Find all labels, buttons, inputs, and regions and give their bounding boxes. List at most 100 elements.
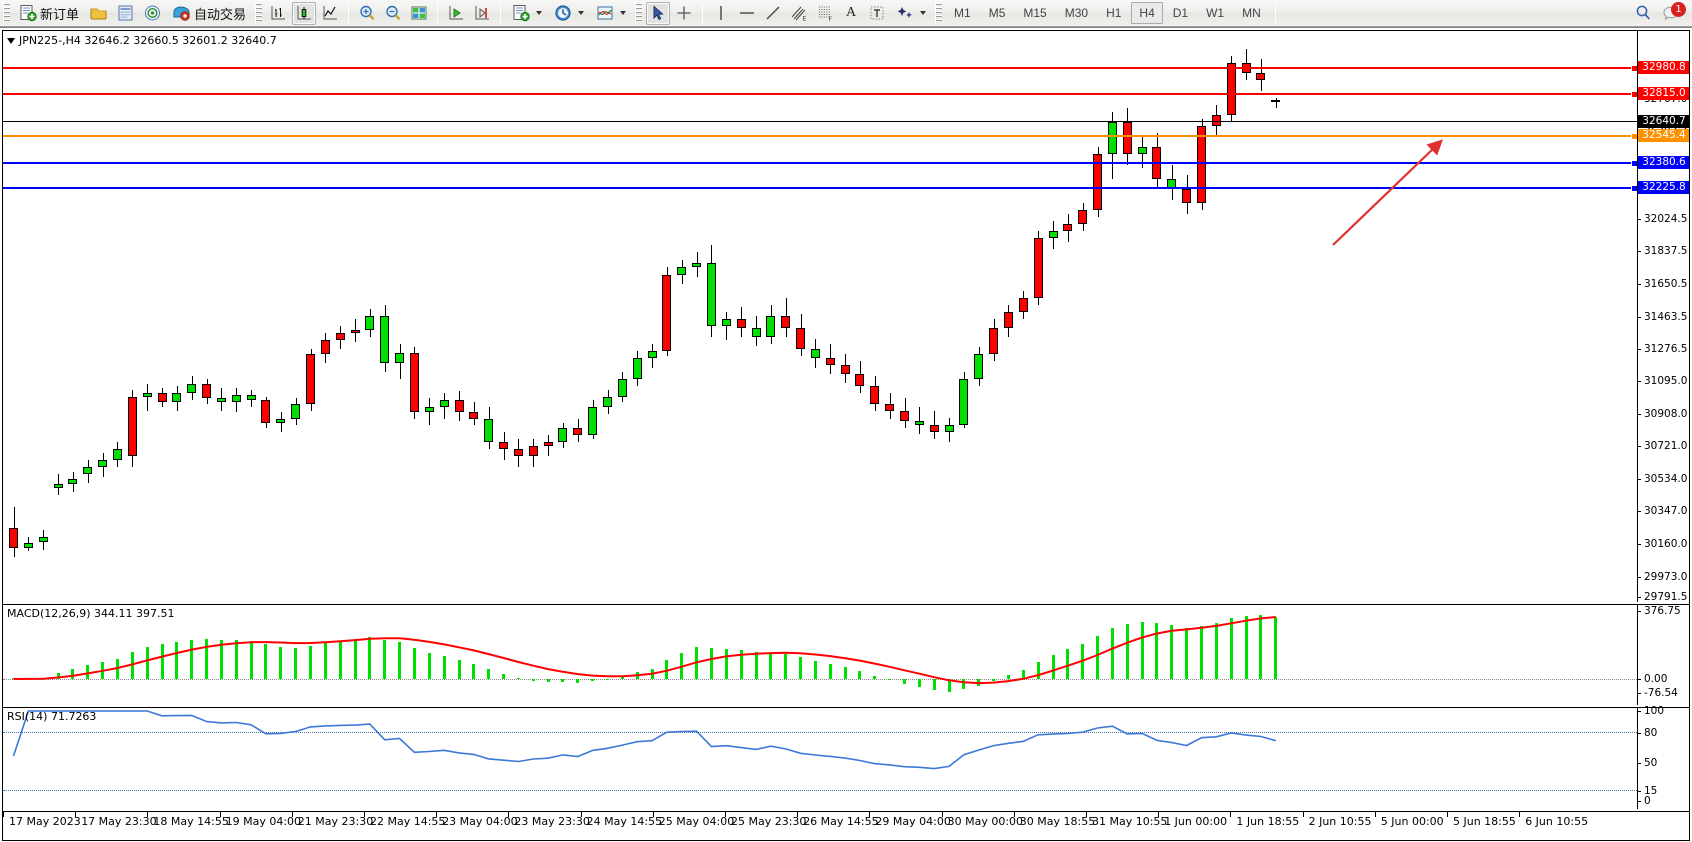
equidistant-button[interactable]: E bbox=[787, 2, 811, 25]
fibonacci-button[interactable]: F bbox=[813, 2, 837, 25]
candle-wick bbox=[147, 384, 149, 411]
candle-body bbox=[320, 340, 330, 355]
cursor-button[interactable] bbox=[646, 1, 671, 25]
price-level-line-32225.8[interactable] bbox=[3, 185, 1637, 192]
crosshair-button[interactable] bbox=[672, 2, 696, 25]
candle-body bbox=[112, 449, 122, 460]
toolbar-separator-1 bbox=[348, 3, 350, 23]
time-tick-mark bbox=[1013, 812, 1015, 817]
candle-body bbox=[825, 357, 835, 365]
price-axis[interactable]: 32954.032767.032585.532211.532024.531837… bbox=[1637, 31, 1689, 603]
vline-button[interactable] bbox=[709, 2, 733, 25]
terminal-button[interactable] bbox=[113, 2, 138, 25]
candle-body bbox=[1137, 147, 1147, 155]
objects-button[interactable] bbox=[891, 2, 931, 25]
price-pane[interactable] bbox=[3, 31, 1637, 602]
chart-shift-button[interactable] bbox=[470, 2, 494, 25]
period-button[interactable] bbox=[549, 2, 589, 25]
price-level-handle[interactable] bbox=[1631, 185, 1637, 192]
grid-layout-button[interactable] bbox=[407, 2, 431, 25]
time-tick-mark bbox=[1158, 812, 1160, 817]
collapse-triangle-icon[interactable] bbox=[7, 37, 15, 44]
macd-bar bbox=[1140, 621, 1144, 679]
candle-body bbox=[855, 373, 865, 387]
timeframe-d1[interactable]: D1 bbox=[1172, 6, 1189, 20]
template-button[interactable] bbox=[507, 2, 547, 25]
trendline-button[interactable] bbox=[761, 2, 785, 25]
timeframe-m1[interactable]: M1 bbox=[954, 6, 971, 20]
alerts-button[interactable]: 1 bbox=[1658, 1, 1686, 25]
timeframe-m30[interactable]: M30 bbox=[1064, 6, 1089, 20]
timeframe-h4[interactable]: H4 bbox=[1131, 2, 1163, 24]
price-tick-29973.0: 29973.0 bbox=[1638, 571, 1689, 583]
macd-tick-376.75: 376.75 bbox=[1638, 605, 1689, 617]
price-level-line-32545.4[interactable] bbox=[3, 133, 1637, 140]
svg-text:F: F bbox=[829, 16, 833, 22]
candlestick-chart-button[interactable] bbox=[292, 1, 317, 25]
timeframe-m15[interactable]: M15 bbox=[1023, 6, 1047, 20]
macd-bar bbox=[1036, 661, 1040, 679]
grid-icon bbox=[411, 6, 427, 20]
candle-wick bbox=[919, 407, 921, 434]
price-level-handle[interactable] bbox=[1631, 133, 1637, 140]
navigator-button[interactable] bbox=[140, 2, 165, 25]
rsi-pane[interactable]: RSI(14) 71.7263 bbox=[3, 707, 1637, 809]
macd-bar bbox=[591, 679, 595, 682]
search-button[interactable] bbox=[1630, 2, 1656, 25]
macd-bar bbox=[858, 671, 862, 679]
candle-wick bbox=[726, 312, 728, 341]
macd-bar bbox=[665, 660, 669, 679]
macd-bar bbox=[309, 645, 312, 679]
price-tick-31837.5: 31837.5 bbox=[1638, 245, 1689, 257]
price-level-line-32640.7[interactable] bbox=[3, 121, 1637, 122]
time-axis[interactable]: 17 May 2023 17 May 23:30 18 May 14:55 19 Ma… bbox=[3, 811, 1689, 839]
candle-body bbox=[736, 319, 746, 329]
macd-bar bbox=[620, 676, 624, 679]
chevron-down-icon-3 bbox=[620, 11, 627, 15]
macd-pane[interactable]: MACD(12,26,9) 344.11 397.51 bbox=[3, 604, 1637, 705]
toolbar-grip-2[interactable] bbox=[255, 3, 263, 23]
text-button[interactable]: A bbox=[839, 2, 863, 25]
toolbar-separator-2 bbox=[437, 3, 439, 23]
price-level-line-32380.6[interactable] bbox=[3, 160, 1637, 167]
rsi-line bbox=[12, 710, 1277, 770]
candle-body bbox=[751, 328, 761, 337]
price-level-handle[interactable] bbox=[1631, 65, 1637, 72]
price-level-line-32980.8[interactable] bbox=[3, 65, 1637, 72]
text-label-button[interactable] bbox=[865, 2, 889, 25]
autotrading-button[interactable]: 自动交易 bbox=[167, 2, 251, 25]
macd-bar bbox=[992, 679, 996, 681]
folder-button[interactable] bbox=[86, 2, 111, 25]
hline-button[interactable] bbox=[735, 2, 759, 25]
zoom-out-button[interactable] bbox=[381, 2, 405, 25]
price-level-line-32815.0[interactable] bbox=[3, 91, 1637, 98]
toolbar-grip-3[interactable] bbox=[635, 3, 643, 23]
timeframe-mn[interactable]: MN bbox=[1242, 6, 1261, 20]
new-order-button[interactable]: 新订单 bbox=[14, 2, 84, 25]
price-tag-32640.7: 32640.7 bbox=[1638, 115, 1689, 128]
price-level-handle[interactable] bbox=[1631, 160, 1637, 167]
macd-bar bbox=[160, 644, 164, 679]
indicators-button[interactable] bbox=[591, 2, 631, 25]
time-label: 26 May 14:55 bbox=[803, 815, 879, 828]
zoom-in-button[interactable] bbox=[355, 2, 379, 25]
candle-body bbox=[573, 428, 583, 436]
macd-bar bbox=[294, 648, 298, 679]
toolbar-grip-4[interactable] bbox=[935, 3, 943, 23]
chevron-down-icon bbox=[536, 11, 543, 15]
macd-bar bbox=[1185, 628, 1189, 679]
template-icon bbox=[513, 5, 530, 22]
terminal-icon bbox=[118, 5, 133, 21]
price-level-handle[interactable] bbox=[1631, 91, 1637, 98]
uptrend-arrow-annotation[interactable] bbox=[1323, 135, 1463, 255]
candle-body bbox=[395, 352, 405, 364]
macd-bar bbox=[1170, 624, 1174, 679]
bar-chart-button[interactable] bbox=[266, 2, 290, 25]
timeframe-w1[interactable]: W1 bbox=[1206, 6, 1225, 20]
chart-canvas[interactable]: JPN225-,H4 32646.2 32660.5 32601.2 32640… bbox=[2, 30, 1690, 841]
timeframe-h1[interactable]: H1 bbox=[1106, 6, 1122, 20]
auto-scroll-button[interactable] bbox=[444, 2, 468, 25]
timeframe-m5[interactable]: M5 bbox=[988, 6, 1006, 20]
toolbar-grip[interactable] bbox=[3, 3, 10, 23]
line-chart-button[interactable] bbox=[318, 2, 342, 25]
